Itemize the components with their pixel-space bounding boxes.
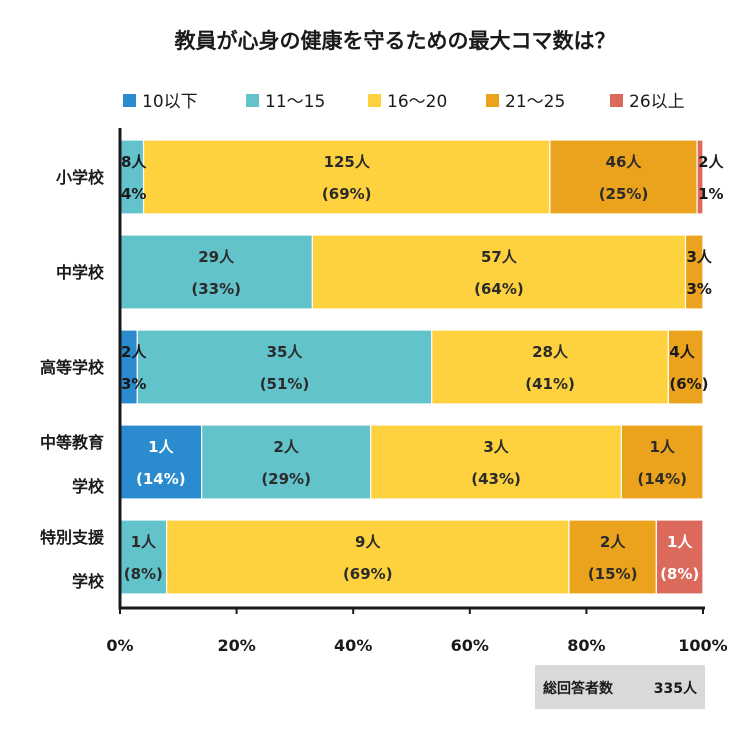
segment-percent-label: (43%): [471, 470, 521, 488]
category-label: 学校: [72, 572, 105, 591]
x-tick-label: 60%: [451, 636, 489, 655]
bar-segment: [620, 424, 704, 500]
x-tick-label: 100%: [678, 636, 727, 655]
x-tick-labels: 0% 20% 40% 60% 80% 100%: [106, 636, 727, 655]
segment-count-label: 2人: [600, 533, 626, 551]
segment-percent-label: (8%): [124, 565, 163, 583]
segment-percent-label: 4%: [121, 185, 146, 203]
segment-count-label: 1人: [649, 438, 675, 456]
segment-percent-label: (41%): [525, 375, 575, 393]
legend-label: 11〜15: [265, 92, 325, 112]
axes: [118, 128, 705, 614]
legend-label: 10以下: [142, 92, 198, 112]
bar-segment: [119, 519, 168, 595]
segment-percent-label: 3%: [121, 375, 146, 393]
segment-percent-label: (25%): [599, 185, 649, 203]
x-tick-label: 80%: [567, 636, 605, 655]
category-label: 中学校: [56, 263, 105, 282]
segment-count-label: 35人: [267, 343, 304, 361]
segment-percent-label: (15%): [588, 565, 638, 583]
segment-percent-label: (29%): [261, 470, 311, 488]
bar-segment: [549, 139, 698, 215]
segment-count-label: 3人: [483, 438, 509, 456]
legend-swatch: [123, 94, 136, 107]
legend-label: 16〜20: [387, 92, 447, 112]
bar-segment: [667, 329, 704, 405]
bar-segment: [142, 139, 551, 215]
segment-percent-label: (51%): [260, 375, 310, 393]
legend: 10以下 11〜15 16〜20 21〜25 26以上: [123, 92, 685, 112]
bar-segment: [431, 329, 669, 405]
segment-count-label: 2人: [273, 438, 299, 456]
bar-segment: [696, 139, 704, 215]
segment-count-label: 9人: [355, 533, 381, 551]
segment-percent-label: (6%): [669, 375, 708, 393]
segment-count-label: 29人: [198, 248, 235, 266]
bar-segment: [311, 234, 687, 310]
x-tick-label: 40%: [334, 636, 372, 655]
total-box-background: [535, 665, 705, 709]
segment-percent-label: (69%): [343, 565, 393, 583]
bar-segment: [136, 329, 433, 405]
bar-segment: [568, 519, 657, 595]
segment-percent-label: (33%): [191, 280, 241, 298]
legend-swatch: [486, 94, 499, 107]
segment-percent-label: (8%): [660, 565, 699, 583]
segment-percent-label: 1%: [698, 185, 723, 203]
bar-segment: [166, 519, 570, 595]
bar-segment: [684, 234, 704, 310]
total-respondents-box: 総回答者数 335人: [535, 665, 705, 709]
segment-count-label: 46人: [606, 153, 643, 171]
segment-percent-label: 3%: [687, 280, 712, 298]
segment-percent-label: (14%): [136, 470, 186, 488]
segment-count-label: 1人: [131, 533, 157, 551]
legend-swatch: [610, 94, 623, 107]
segment-count-label: 2人: [121, 343, 147, 361]
segment-count-label: 28人: [532, 343, 569, 361]
segment-percent-label: (14%): [637, 470, 687, 488]
x-tick-label: 20%: [217, 636, 255, 655]
legend-label: 26以上: [629, 92, 685, 112]
category-label: 学校: [72, 477, 105, 496]
segment-count-label: 1人: [667, 533, 693, 551]
category-label: 高等学校: [40, 358, 105, 377]
category-label: 特別支援: [40, 528, 105, 547]
legend-swatch: [246, 94, 259, 107]
bar-segment: [655, 519, 704, 595]
segment-count-label: 2人: [698, 153, 724, 171]
total-value: 335人: [654, 680, 698, 697]
bars: [119, 139, 704, 595]
segment-count-label: 125人: [324, 153, 371, 171]
segment-count-label: 8人: [121, 153, 147, 171]
legend-label: 21〜25: [505, 92, 565, 112]
bar-segment: [119, 234, 313, 310]
bar-segment: [119, 424, 203, 500]
total-label: 総回答者数: [543, 680, 614, 697]
bar-segment: [201, 424, 372, 500]
segment-percent-label: (69%): [322, 185, 372, 203]
segment-count-label: 57人: [481, 248, 518, 266]
segment-percent-label: (64%): [474, 280, 524, 298]
segment-count-label: 1人: [148, 438, 174, 456]
category-label: 中等教育: [40, 433, 104, 452]
segment-count-label: 4人: [669, 343, 695, 361]
segment-labels: 8人 4% 125人 (69%) 46人 (25%) 2人 1% 29人 (33%) 57人 (64%…: [121, 153, 725, 583]
chart-title: 教員が心身の健康を守るための最大コマ数は？: [175, 29, 616, 53]
bar-segment: [370, 424, 622, 500]
segment-count-label: 3人: [687, 248, 713, 266]
category-label: 小学校: [56, 168, 105, 187]
x-tick-label: 0%: [106, 636, 133, 655]
legend-swatch: [368, 94, 381, 107]
